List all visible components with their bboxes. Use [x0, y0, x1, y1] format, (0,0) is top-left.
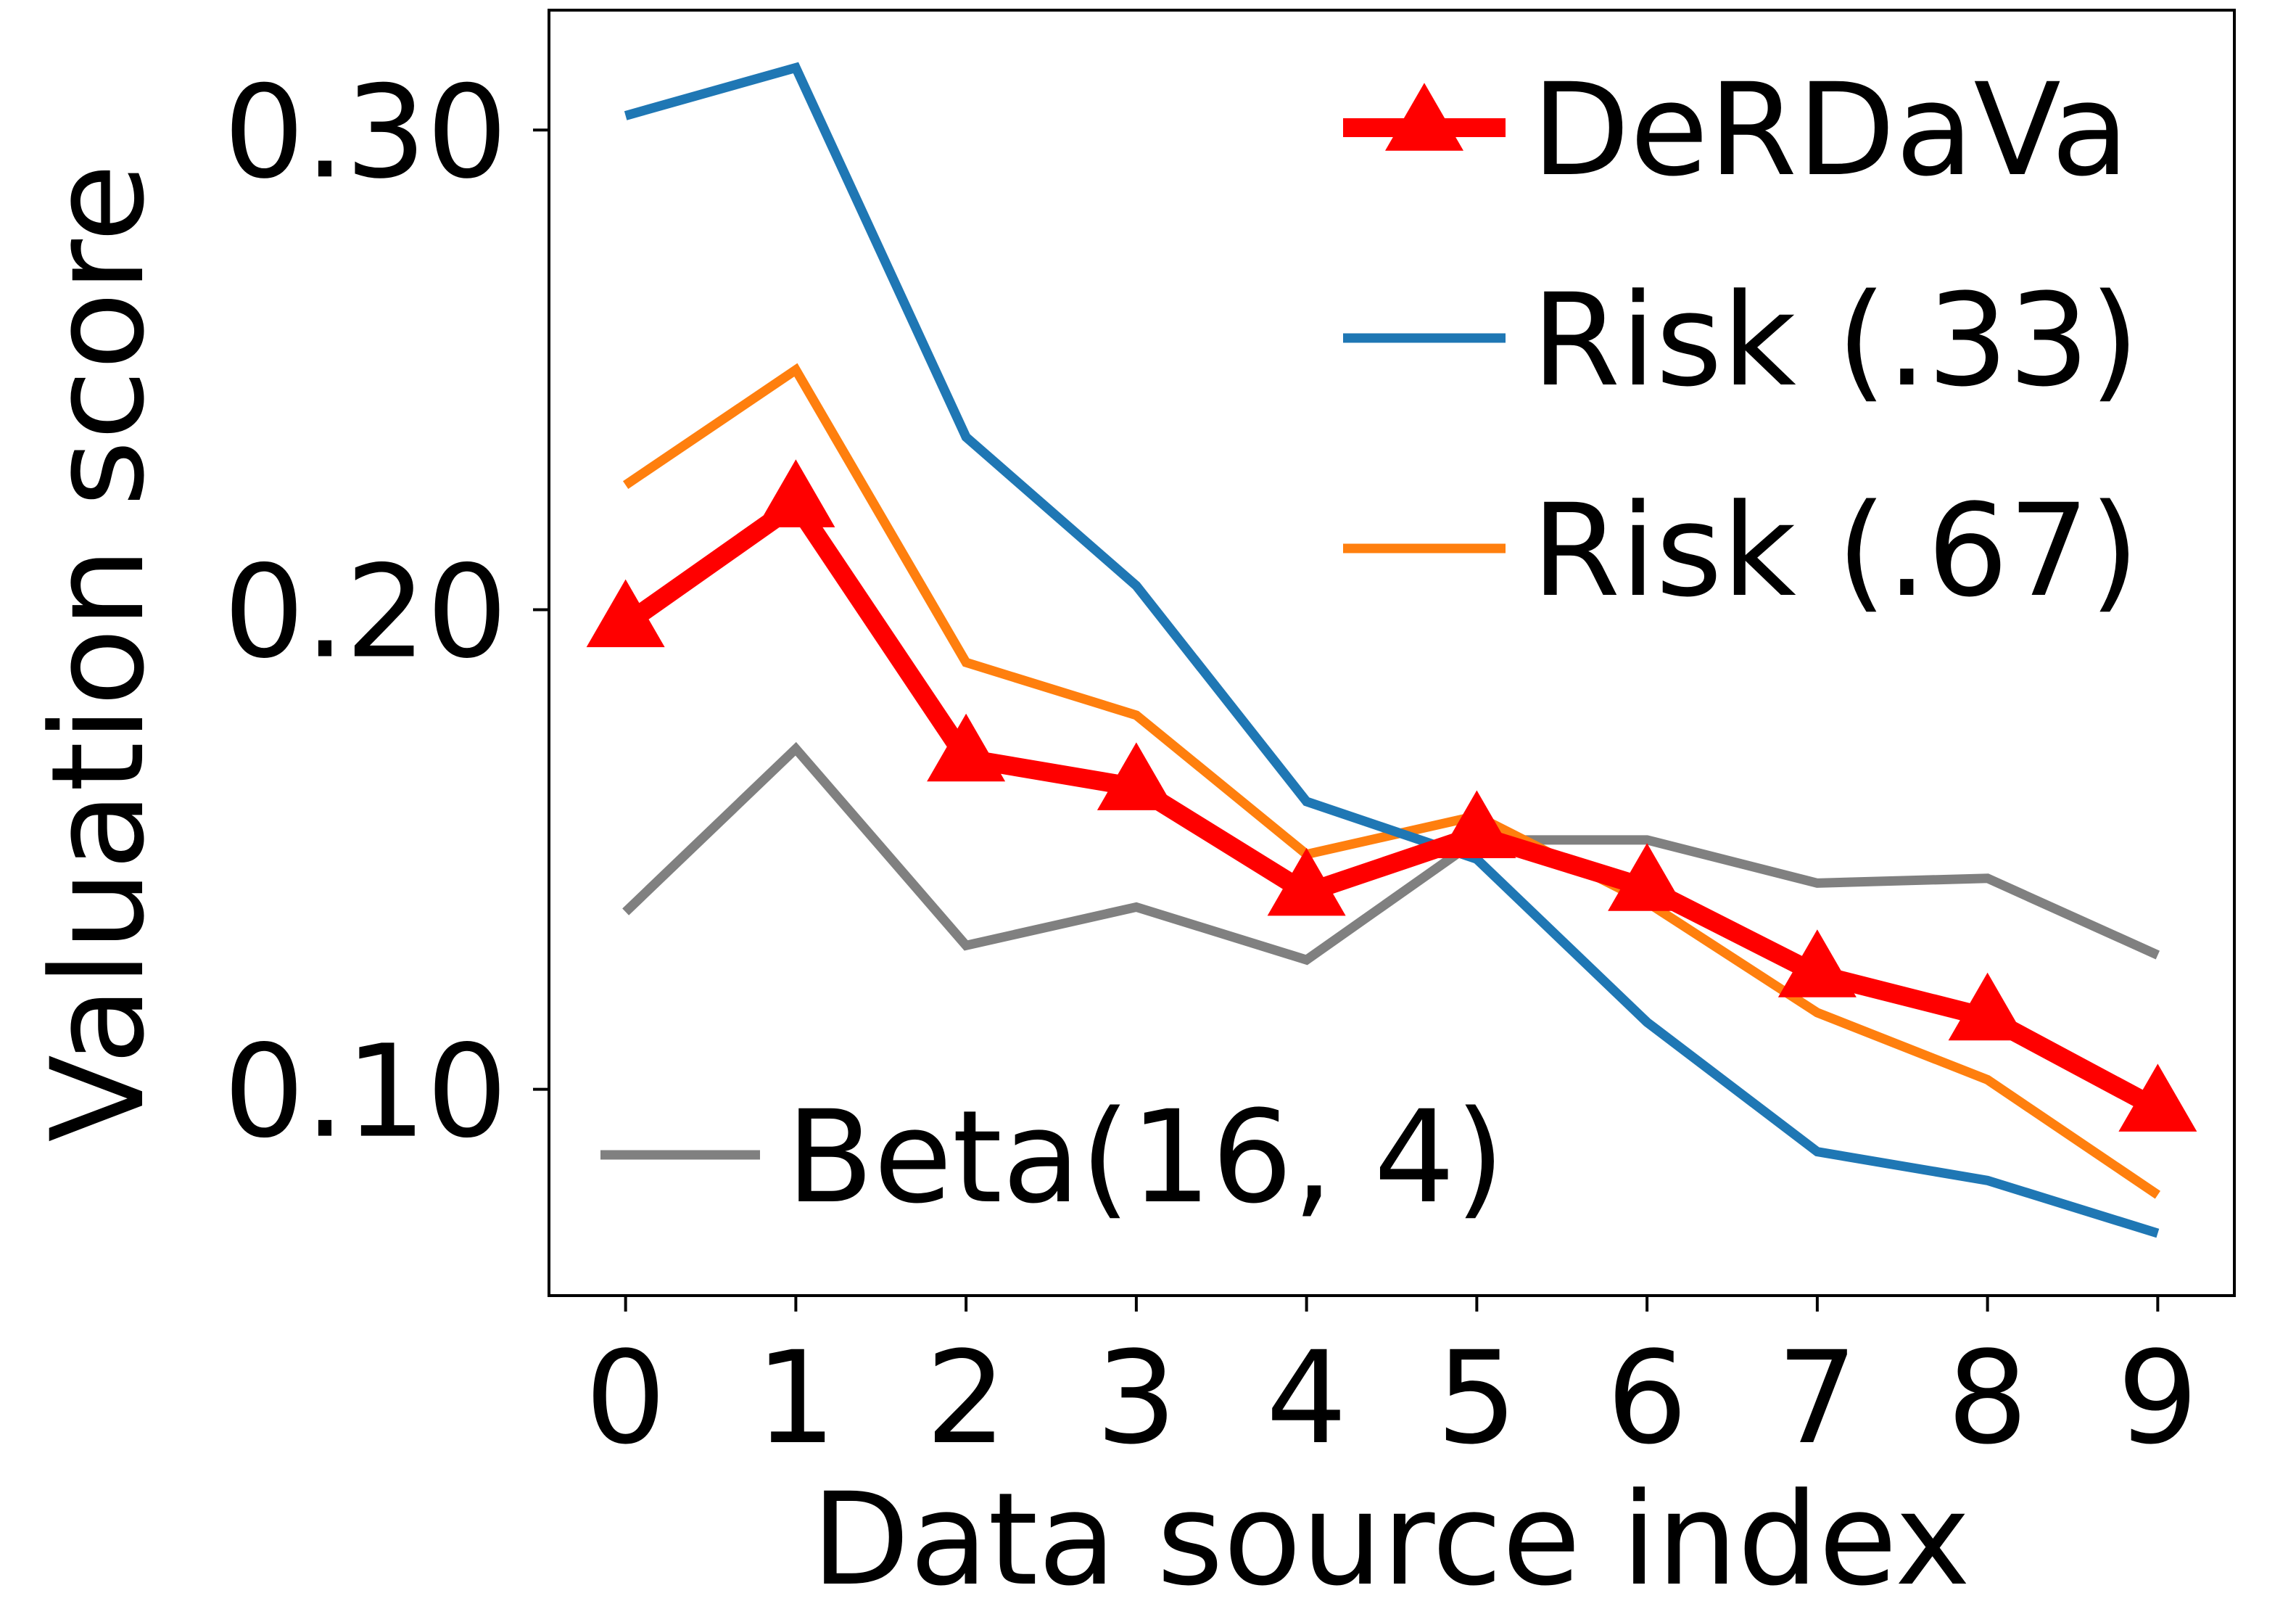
- data-point-derdava-4: [1267, 847, 1346, 916]
- data-point-derdava-1: [756, 459, 835, 527]
- data-point-derdava-7: [1777, 929, 1857, 997]
- data-point-derdava-3: [1097, 742, 1176, 810]
- data-point-derdava-5: [1437, 790, 1516, 859]
- x-tick-label-4: 4: [1266, 1324, 1347, 1473]
- legend-lower-left: Beta(16, 4): [600, 1083, 1505, 1232]
- x-axis-label: Data source index: [812, 1465, 1970, 1601]
- x-tick-label-0: 0: [585, 1324, 666, 1473]
- series-line-beta-16-4: [622, 741, 2160, 966]
- data-point-derdava-9: [2118, 1063, 2197, 1132]
- series-layer: [586, 62, 2197, 1238]
- x-tick-label-8: 8: [1947, 1324, 2028, 1473]
- data-point-derdava-2: [927, 713, 1006, 782]
- legend-label-derdava: DeRDaVa: [1532, 56, 2129, 205]
- y-tick-label-1: 0.20: [223, 538, 508, 686]
- legend-label-risk-67: Risk (.67): [1532, 477, 2139, 625]
- x-tick-label-7: 7: [1777, 1324, 1858, 1473]
- y-tick-label-2: 0.30: [223, 58, 508, 207]
- data-point-derdava-6: [1608, 843, 1687, 911]
- x-tick-label-5: 5: [1436, 1324, 1517, 1473]
- legend-marker-derdava: [1385, 83, 1463, 151]
- y-axis-label: Valuation score: [24, 164, 173, 1143]
- x-tick-label-3: 3: [1096, 1324, 1177, 1473]
- series-risk-33: [624, 62, 2160, 1238]
- y-tick-label-0: 0.10: [223, 1018, 508, 1166]
- x-tick-label-2: 2: [925, 1324, 1007, 1473]
- x-tick-label-1: 1: [755, 1324, 836, 1473]
- x-tick-label-9: 9: [2117, 1324, 2198, 1473]
- series-beta-16-4: [622, 741, 2160, 966]
- legend-label-beta-16-4: Beta(16, 4): [786, 1083, 1505, 1232]
- x-tick-label-6: 6: [1606, 1324, 1688, 1473]
- legend-upper-right: DeRDaVa Risk (.33) Risk (.67): [1343, 56, 2139, 625]
- data-point-derdava-0: [586, 579, 665, 648]
- legend-label-risk-33: Risk (.33): [1532, 266, 2139, 415]
- data-point-derdava-8: [1948, 972, 2027, 1041]
- y-axis-ticks: 0.10 0.20 0.30: [223, 58, 549, 1166]
- series-line-risk-33: [624, 62, 2160, 1238]
- plot-area-frame: [548, 9, 2236, 1297]
- series-derdava: [586, 459, 2197, 1132]
- series-line-derdava: [620, 490, 2163, 1117]
